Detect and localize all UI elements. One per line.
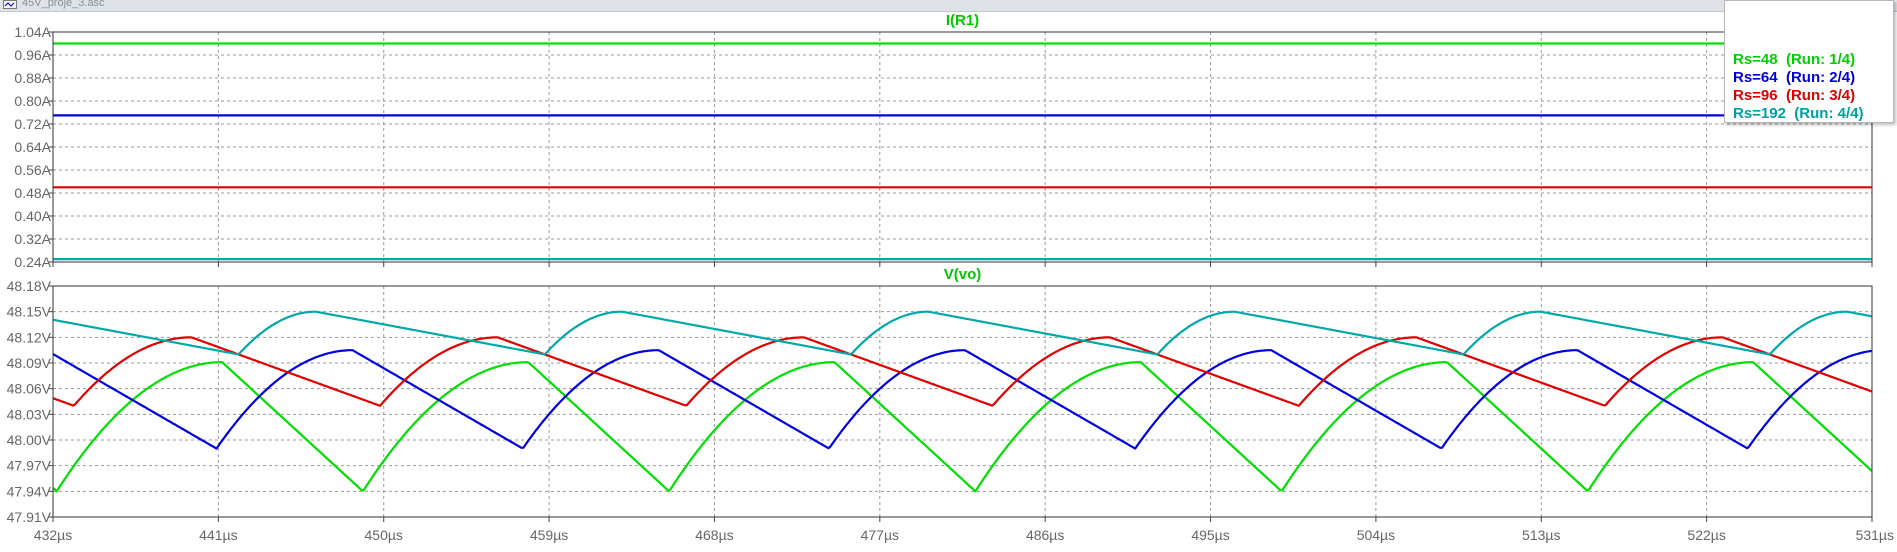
panel-2-ytick-label: 47.97V: [7, 458, 52, 474]
x-tick-label: 477µs: [861, 527, 899, 543]
x-tick-label: 468µs: [695, 527, 733, 543]
window-title: 45V_proje_3.asc: [22, 0, 105, 9]
panel-2-ytick-label: 48.09V: [7, 355, 52, 371]
panel-1-ytick-label: 0.64A: [14, 139, 51, 155]
panel-1-title: I(R1): [946, 12, 979, 29]
legend-item[interactable]: Rs=64 (Run: 2/4): [1733, 69, 1856, 86]
x-tick-label: 432µs: [34, 527, 72, 543]
panel-2-ytick-label: 47.94V: [7, 483, 52, 499]
panel-1-ytick-label: 0.80A: [14, 93, 51, 109]
panel-1-ytick-label: 0.48A: [14, 185, 51, 201]
x-tick-label: 459µs: [530, 527, 568, 543]
panel-2-ytick-label: 47.91V: [7, 509, 52, 525]
panel-2-title: V(vo): [944, 266, 982, 283]
panel-2-ytick-label: 48.03V: [7, 406, 52, 422]
x-tick-label: 450µs: [365, 527, 403, 543]
panel-2-series-rs64: [52, 349, 1873, 450]
panel-1-ytick-label: 0.24A: [14, 254, 51, 270]
panel-1-ytick-label: 0.88A: [14, 70, 51, 86]
x-tick-label: 504µs: [1357, 527, 1395, 543]
ltspice-waveform-icon: [3, 0, 17, 9]
panel-1-ytick-label: 0.56A: [14, 162, 51, 178]
panel-2-ytick-label: 48.18V: [7, 278, 52, 294]
panel-2-ytick-label: 48.15V: [7, 304, 52, 320]
panel-1-frame: [52, 31, 1873, 263]
x-tick-label: 486µs: [1026, 527, 1064, 543]
panel-2-series-rs48: [52, 361, 1873, 493]
panel-1-ytick-label: 0.96A: [14, 47, 51, 63]
legend-item[interactable]: Rs=48 (Run: 1/4): [1733, 51, 1856, 68]
trace-legend[interactable]: Rs=48 (Run: 1/4) Rs=64 (Run: 2/4) Rs=96 (R…: [1724, 0, 1894, 123]
panel-1-ytick-label: 0.40A: [14, 208, 51, 224]
panel-2-ytick-label: 48.12V: [7, 329, 52, 345]
x-tick-label: 513µs: [1522, 527, 1560, 543]
panel-2-series-rs96: [52, 336, 1873, 407]
legend-item[interactable]: Rs=96 (Run: 3/4): [1733, 87, 1856, 104]
window-title-bar: 45V_proje_3.asc: [0, 0, 1897, 12]
panel-1-ytick-label: 0.72A: [14, 116, 51, 132]
x-tick-label: 441µs: [199, 527, 237, 543]
panel-2-ytick-label: 48.00V: [7, 432, 52, 448]
x-tick-label: 522µs: [1687, 527, 1725, 543]
legend-item[interactable]: Rs=192 (Run: 4/4): [1733, 105, 1864, 122]
x-tick-label: 495µs: [1191, 527, 1229, 543]
panel-2-frame: [52, 285, 1873, 518]
panel-2-ytick-label: 48.06V: [7, 381, 52, 397]
panel-2-series-rs192: [52, 310, 1873, 356]
x-tick-label: 531µs: [1856, 527, 1894, 543]
panel-1-ytick-label: 1.04A: [14, 24, 51, 40]
panel-1-ytick-label: 0.32A: [14, 231, 51, 247]
